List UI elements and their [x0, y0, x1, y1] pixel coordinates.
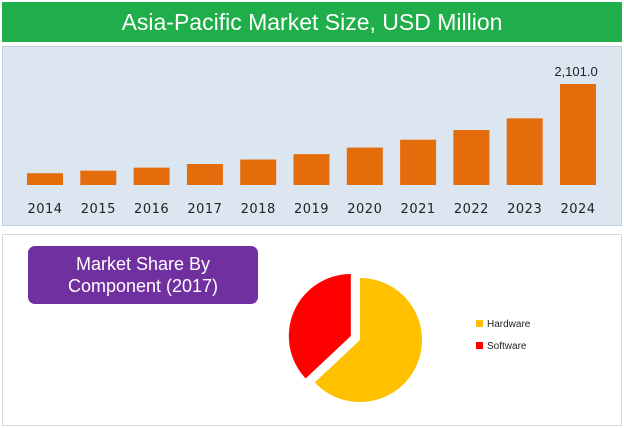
- data-label-2024: 2,101.0: [554, 64, 597, 79]
- x-tick-label-2017: 2017: [187, 202, 222, 217]
- x-tick-label-2016: 2016: [134, 202, 169, 217]
- bar-2023: [506, 118, 543, 185]
- bar-2022: [453, 130, 490, 185]
- x-tick-label-2023: 2023: [507, 202, 542, 217]
- x-tick-label-2021: 2021: [401, 202, 436, 217]
- bar-2014: [27, 173, 63, 185]
- x-tick-label-2024: 2024: [560, 202, 595, 217]
- x-tick-label-2018: 2018: [241, 202, 276, 217]
- bar-2017: [186, 163, 223, 185]
- market-share-line-1: Market Share By: [75, 254, 211, 274]
- bar-2018: [240, 159, 277, 185]
- market-share-box: Market Share By Component (2017): [28, 246, 258, 304]
- bar-2019: [293, 154, 330, 185]
- bar-2020: [346, 147, 383, 185]
- bar-2021: [400, 139, 437, 185]
- legend-swatch-software: [476, 342, 483, 349]
- chart-title: Asia-Pacific Market Size, USD Million: [121, 8, 503, 35]
- market-share-line-2: Component (2017): [67, 276, 219, 296]
- chart-title-bar: Asia-Pacific Market Size, USD Million: [2, 2, 622, 42]
- legend-label-hardware: Hardware: [487, 319, 531, 330]
- bar-2024: [560, 84, 596, 185]
- legend-label-software: Software: [487, 341, 527, 352]
- x-tick-label-2014: 2014: [27, 202, 62, 217]
- bar-2015: [80, 170, 117, 185]
- bar-2016: [133, 167, 170, 185]
- legend-swatch-hardware: [476, 320, 483, 327]
- x-tick-label-2022: 2022: [454, 202, 489, 217]
- x-tick-label-2020: 2020: [347, 202, 382, 217]
- pie-slice-hardware: [314, 278, 422, 402]
- x-tick-label-2015: 2015: [81, 202, 116, 217]
- pie-slice-software: [288, 274, 351, 379]
- x-tick-label-2019: 2019: [294, 202, 329, 217]
